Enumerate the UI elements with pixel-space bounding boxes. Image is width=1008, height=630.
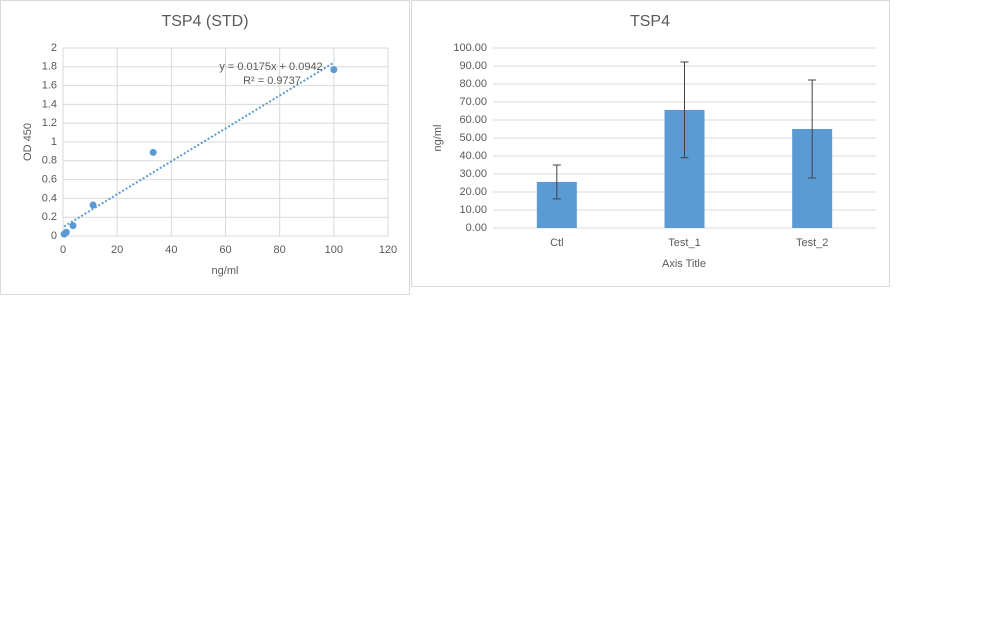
y-tick-label: 1.2 (42, 117, 57, 129)
chart-frame (0, 0, 410, 295)
y-tick-label: 30.00 (459, 168, 487, 180)
y-tick-label: 0.4 (42, 192, 57, 204)
x-tick-label: 20 (111, 244, 123, 256)
y-tick-label: 40.00 (459, 150, 487, 162)
x-tick-label: 100 (325, 244, 343, 256)
y-axis-title: OD 450 (22, 123, 34, 161)
x-tick-label: Test_1 (668, 237, 700, 249)
y-tick-label: 70.00 (459, 96, 487, 108)
y-tick-label: 2 (51, 42, 57, 54)
y-tick-label: 0.8 (42, 155, 57, 167)
trendline-r2: R² = 0.9737 (243, 75, 301, 87)
y-tick-label: 1.6 (42, 80, 57, 92)
point (89, 201, 97, 209)
chart-title: TSP4 (630, 13, 670, 30)
y-tick-label: 10.00 (459, 204, 487, 216)
x-tick-label: 60 (219, 244, 231, 256)
trendline-equation: y = 0.0175x + 0.0942 (219, 61, 322, 73)
error-bar (680, 61, 689, 159)
y-axis-title: ng/ml (432, 125, 444, 152)
y-tick-label: 90.00 (459, 60, 487, 72)
y-tick-label: 1.8 (42, 61, 57, 73)
y-tick-label: 50.00 (459, 132, 487, 144)
chart-title: TSP4 (STD) (161, 13, 248, 30)
x-axis-title: ng/ml (212, 265, 239, 277)
error-bar (552, 164, 561, 200)
y-tick-label: 0 (51, 230, 57, 242)
trendline (63, 61, 335, 228)
y-tick-label: 0.00 (466, 222, 487, 234)
x-axis-title: Axis Title (662, 258, 706, 270)
error-bar (808, 79, 817, 179)
x-tick-label: 120 (379, 244, 397, 256)
point (62, 228, 70, 236)
y-tick-label: 1.4 (42, 98, 57, 110)
point (69, 222, 77, 230)
x-tick-label: 80 (274, 244, 286, 256)
y-tick-label: 0.2 (42, 211, 57, 223)
point (330, 66, 338, 74)
y-tick-label: 100.00 (453, 42, 487, 54)
y-tick-label: 80.00 (459, 78, 487, 90)
point (149, 148, 157, 156)
x-tick-label: 40 (165, 244, 177, 256)
x-tick-label: 0 (60, 244, 66, 256)
y-tick-label: 1 (51, 136, 57, 148)
x-tick-label: Ctl (550, 237, 563, 249)
y-tick-label: 0.6 (42, 174, 57, 186)
x-tick-label: Test_2 (796, 237, 828, 249)
y-tick-label: 20.00 (459, 186, 487, 198)
y-tick-label: 60.00 (459, 114, 487, 126)
